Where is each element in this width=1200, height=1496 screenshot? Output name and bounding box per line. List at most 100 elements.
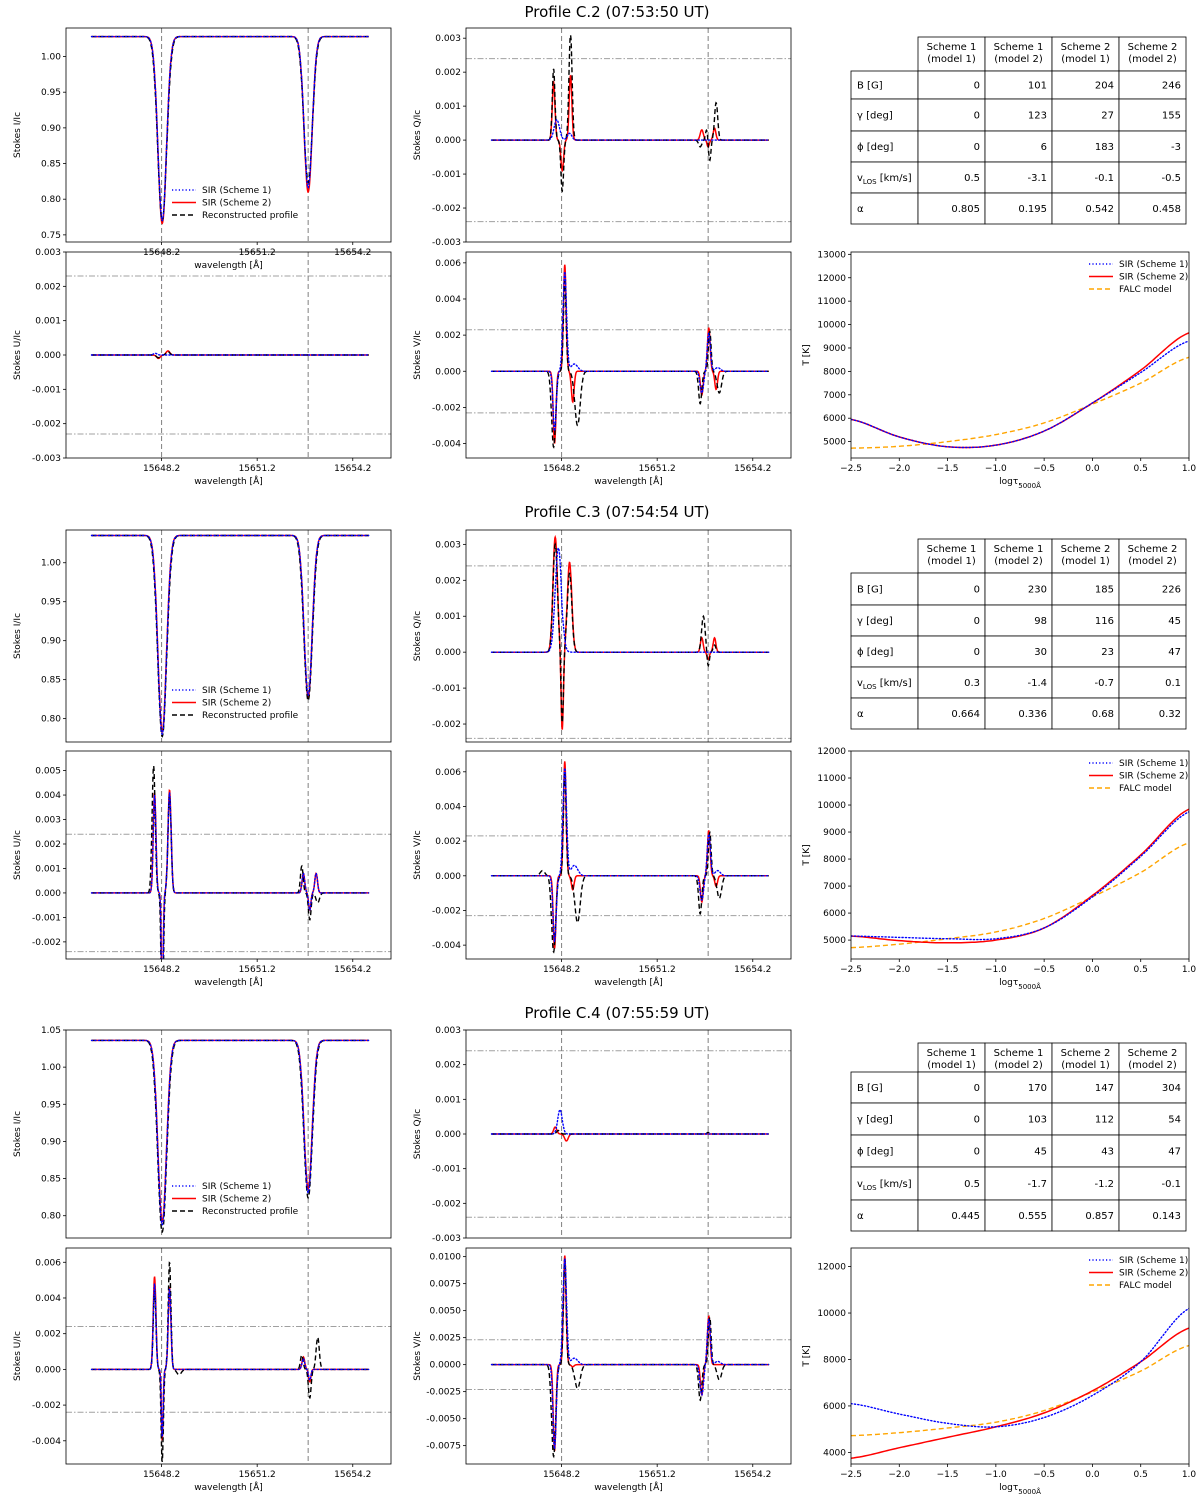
panel-stokes-V: -0.004 -0.002 0.000 0.002 0.004 0.006 15648.2 1…: [413, 750, 792, 988]
x-tick-label: 15648.2: [143, 965, 180, 975]
legend-label: Reconstructed profile: [202, 1207, 299, 1217]
parameter-table: Scheme 1(model 1)Scheme 1(model 2)Scheme…: [850, 1042, 1187, 1232]
table-cell-value: 0: [974, 1115, 980, 1126]
x-tick-label: 15654.2: [734, 464, 771, 474]
y-tick-label: 0.001: [435, 612, 461, 622]
table-cell: [917, 666, 986, 699]
series-line: [90, 791, 370, 959]
table-cell: [917, 192, 986, 225]
x-tick-label: 0.5: [1134, 965, 1148, 975]
series-line: [90, 35, 370, 222]
x-tick-label: 15654.2: [334, 965, 371, 975]
table-cell: [1118, 98, 1187, 132]
table-cell: [1051, 635, 1120, 668]
y-tick-label: 0.006: [435, 259, 461, 269]
table-header-text: Scheme 1: [927, 544, 977, 555]
y-tick-label: 10000: [817, 1309, 846, 1319]
y-tick-label: 7000: [823, 391, 846, 401]
table-cell: [984, 1199, 1053, 1232]
table-cell-value: 54: [1168, 1115, 1181, 1126]
legend-label: SIR (Scheme 2): [202, 699, 271, 709]
y-tick-label: 0.004: [435, 295, 461, 305]
table-cell-value: 0.458: [1152, 204, 1181, 215]
y-tick-label: -0.0025: [426, 1388, 461, 1398]
y-tick-label: 0.002: [35, 840, 61, 850]
panel-stokes-V: -0.0075 -0.0050 -0.0025 0.0000 0.0025 0.0050 0…: [413, 1247, 792, 1493]
table-header-text: Scheme 1: [994, 544, 1044, 555]
x-tick-label: −0.5: [1033, 965, 1055, 975]
axes-frame: [465, 1029, 792, 1239]
series-line: [851, 842, 1189, 949]
y-tick-label: 0.0100: [430, 1253, 462, 1263]
table-header-text: Scheme 2: [1061, 1048, 1111, 1059]
x-tick-label: −1.5: [937, 464, 959, 474]
table-header-cell: [984, 1042, 1053, 1073]
profile-title: Profile C.4 (07:55:59 UT): [525, 1004, 710, 1022]
x-tick-label: 15651.2: [639, 965, 676, 975]
table-label-cell: [850, 604, 919, 637]
table-cell: [1118, 1134, 1187, 1168]
panel-stokes-U: -0.003 -0.002 -0.001 0.000 0.001 0.002 0.003 15…: [13, 248, 392, 487]
y-tick-label: 0.90: [41, 1137, 61, 1147]
x-tick-label: 15648.2: [543, 965, 580, 975]
table-cell: [1051, 98, 1120, 132]
y-tick-label: -0.003: [432, 238, 461, 248]
y-tick-label: 8000: [823, 855, 846, 865]
y-tick-label: 0.004: [435, 802, 461, 812]
table-label-cell: [850, 697, 919, 730]
table-cell: [917, 70, 986, 100]
x-axis-label: wavelength [Å]: [194, 1481, 262, 1493]
panel-stokes-Q: -0.002 -0.001 0.000 0.001 0.002 0.003 Stokes Q…: [413, 529, 792, 743]
table-cell: [1118, 70, 1187, 100]
legend-label: FALC model: [1119, 1281, 1172, 1291]
table-header-text: Scheme 1: [994, 42, 1044, 53]
series-line: [90, 352, 370, 356]
y-axis-label: Stokes V/Ic: [413, 330, 423, 380]
y-tick-label: -0.002: [432, 720, 461, 730]
table-header-text: Scheme 2: [1128, 42, 1178, 53]
series-line: [91, 1039, 369, 1233]
y-tick-label: 0.90: [41, 124, 61, 134]
y-tick-label: 0.95: [41, 598, 61, 608]
table-header-text: Scheme 2: [1128, 544, 1178, 555]
series-line: [490, 118, 770, 141]
y-tick-label: 0.85: [41, 160, 61, 170]
y-axis-label: Stokes I/Ic: [13, 1111, 23, 1157]
table-cell-value: 45: [1034, 1147, 1047, 1158]
table-cell: [1118, 635, 1187, 668]
y-tick-label: 0.0000: [430, 1361, 462, 1371]
y-tick-label: 0.000: [35, 1365, 61, 1375]
y-tick-label: -0.003: [432, 1234, 461, 1244]
axes-frame: [465, 750, 792, 960]
y-tick-label: 9000: [823, 828, 846, 838]
table-row-label: B [G]: [857, 1083, 883, 1094]
table-cell-value: 204: [1095, 81, 1114, 92]
x-axis-label: logτ5000Å: [999, 477, 1041, 490]
axes-frame: [65, 750, 392, 960]
table-cell: [917, 161, 986, 194]
y-tick-label: 0.003: [435, 1026, 461, 1036]
table-row-label: ϕ [deg]: [857, 142, 894, 153]
x-tick-label: 1.0: [1182, 464, 1197, 474]
table-header-cell: [917, 538, 986, 574]
x-tick-label: 15654.2: [334, 1470, 371, 1480]
x-tick-label: 15648.2: [543, 464, 580, 474]
table-cell-value: -1.4: [1027, 678, 1047, 689]
table-cell-value: 0.5: [964, 173, 980, 184]
series-line: [851, 808, 1189, 944]
series-line: [490, 767, 770, 945]
table-row-label: vLOS [km/s]: [857, 173, 912, 186]
y-tick-label: 0.0075: [430, 1280, 462, 1290]
table-header-text: Scheme 1: [927, 42, 977, 53]
x-tick-label: 1.0: [1182, 965, 1197, 975]
y-axis-label: Stokes V/Ic: [413, 830, 423, 880]
x-tick-label: 0.0: [1085, 464, 1100, 474]
axes-frame: [65, 1247, 392, 1465]
y-tick-label: 0.000: [435, 648, 461, 658]
axes-frame: [465, 1247, 792, 1465]
y-tick-label: 1.05: [41, 1026, 61, 1036]
table-cell: [984, 1166, 1053, 1201]
y-tick-label: 6000: [823, 414, 846, 424]
table-cell-value: 0.143: [1152, 1211, 1181, 1222]
table-header-text: Scheme 1: [927, 1048, 977, 1059]
